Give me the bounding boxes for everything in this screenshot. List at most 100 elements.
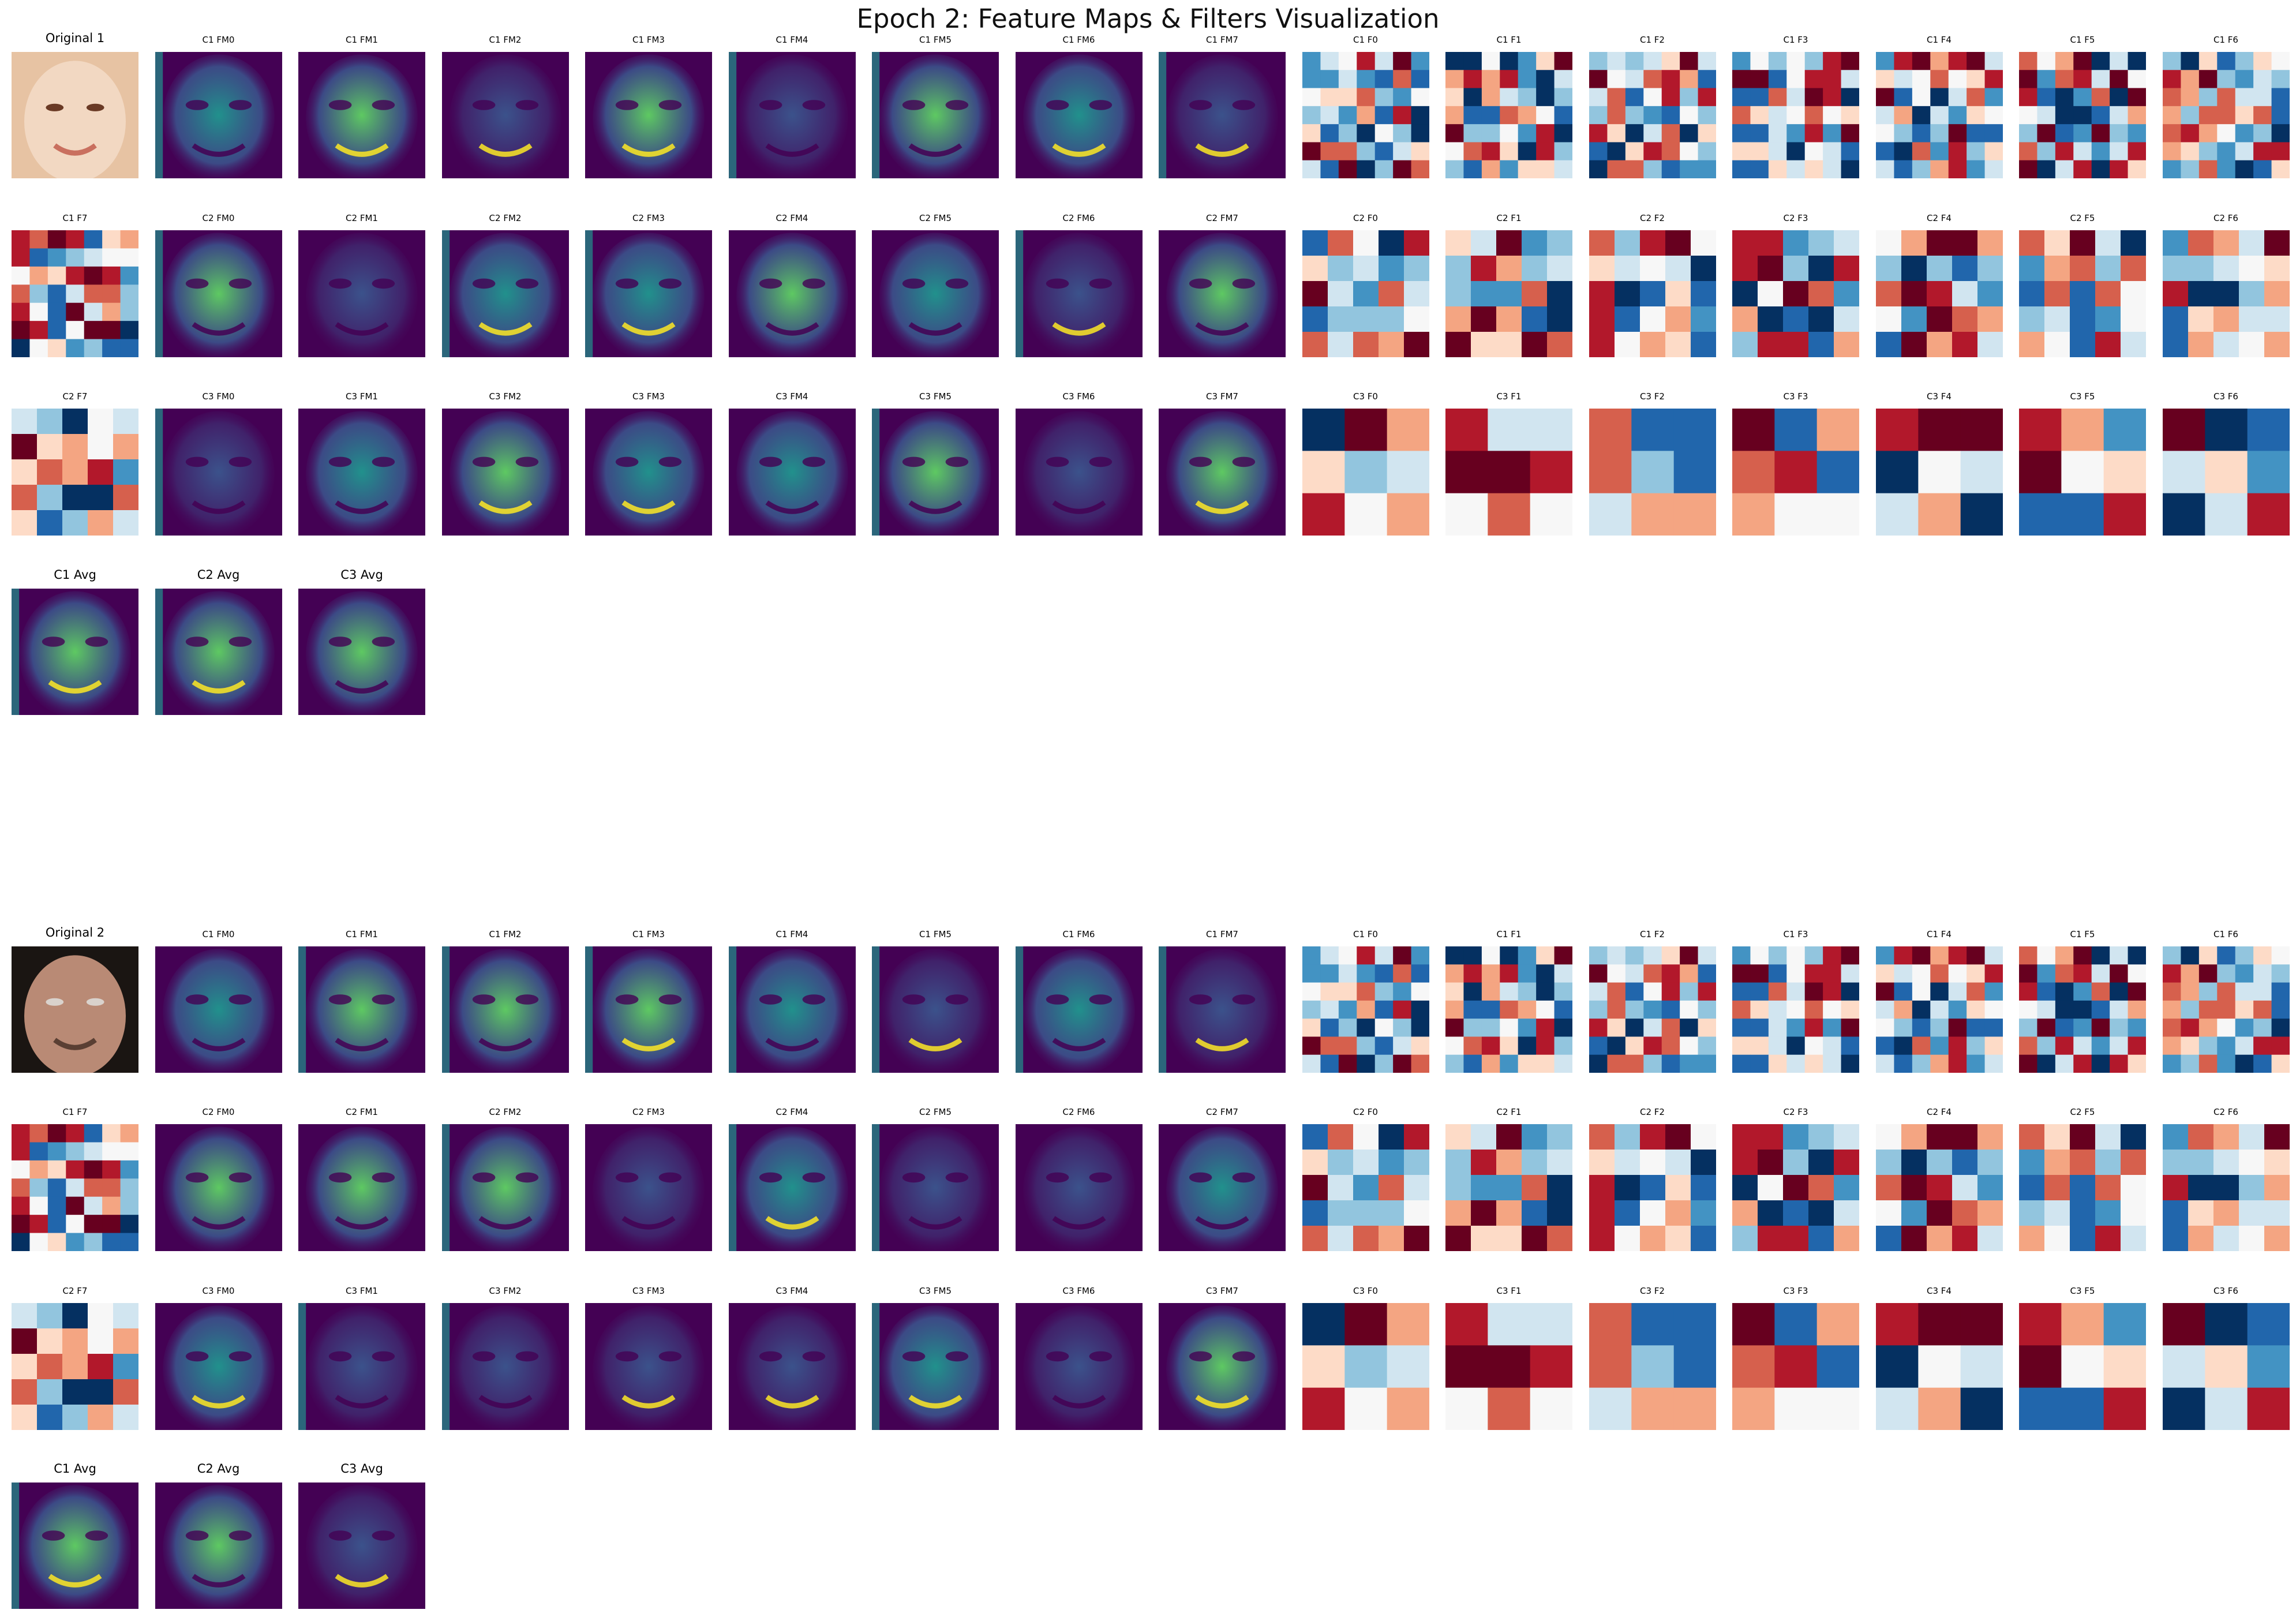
panel-title: Original 1 (45, 31, 105, 45)
panel-image (298, 589, 425, 715)
panel-2-c2-fm3: C2 FM3 (585, 1107, 712, 1251)
panel-title: C1 FM2 (489, 929, 522, 939)
panel-image (441, 230, 569, 357)
panel-image (2162, 1303, 2290, 1430)
panel-image (1015, 409, 1143, 536)
panel-image (1302, 52, 1429, 178)
panel-image (872, 1303, 999, 1430)
panel-image (728, 946, 856, 1073)
panel-1-c2-f6: C2 F6 (2162, 213, 2290, 357)
panel-image (298, 946, 425, 1073)
panel-title: C3 FM6 (1062, 391, 1095, 402)
panel-1-c1-fm0: C1 FM0 (155, 35, 282, 178)
panel-2-c1-f1: C1 F1 (1445, 929, 1572, 1073)
panel-2-c3-f4: C3 F4 (1875, 1286, 2003, 1430)
panel-title: C1 FM0 (202, 35, 235, 45)
panel-title: C2 FM0 (202, 213, 235, 223)
panel-2-c1-f2: C1 F2 (1589, 929, 1716, 1073)
panel-title: C2 F1 (1496, 1107, 1522, 1117)
panel-2-c3-fm1: C3 FM1 (298, 1286, 425, 1430)
panel-image (1159, 1303, 1286, 1430)
panel-title: C2 FM7 (1206, 213, 1238, 223)
panel-2-c3-fm3: C3 FM3 (585, 1286, 712, 1430)
panel-image (1875, 1124, 2003, 1251)
panel-title: C1 FM3 (632, 929, 665, 939)
panel-title: C1 F7 (62, 1107, 88, 1117)
panel-2-c2-f4: C2 F4 (1875, 1107, 2003, 1251)
panel-title: C3 FM1 (346, 1286, 378, 1296)
panel-image (1302, 1124, 1429, 1251)
panel-image (728, 1124, 856, 1251)
panel-title: C1 FM3 (632, 35, 665, 45)
panel-image (155, 1303, 282, 1430)
panel-1-c1-fm4: C1 FM4 (728, 35, 856, 178)
panel-1-c2-fm4: C2 FM4 (728, 213, 856, 357)
panel-1-c3-fm0: C3 FM0 (155, 391, 282, 536)
panel-image (441, 946, 569, 1073)
panel-image (1589, 1303, 1716, 1430)
panel-image (2019, 1124, 2146, 1251)
panel-title: C1 FM5 (919, 35, 952, 45)
panel-2-c3-fm7: C3 FM7 (1159, 1286, 1286, 1430)
panel-image (585, 52, 712, 178)
panel-title: C3 FM7 (1206, 391, 1238, 402)
panel-2-c3-fm6: C3 FM6 (1015, 1286, 1143, 1430)
panel-title: C2 FM5 (919, 1107, 952, 1117)
panel-title: C3 FM5 (919, 391, 952, 402)
panel-image (298, 1303, 425, 1430)
figure-title: Epoch 2: Feature Maps & Filters Visualiz… (856, 3, 1440, 34)
panel-1-c2-fm7: C2 FM7 (1159, 213, 1286, 357)
panel-image (1589, 52, 1716, 178)
panel-1-c1-fm1: C1 FM1 (298, 35, 425, 178)
panel-title: C2 FM3 (632, 1107, 665, 1117)
panel-image (2019, 1303, 2146, 1430)
panel-1-c1-f5: C1 F5 (2019, 35, 2146, 178)
panel-image (1732, 52, 1859, 178)
panel-1-c3-fm6: C3 FM6 (1015, 391, 1143, 536)
panel-2-original-2: Original 2 (12, 926, 138, 1073)
panel-1-c2-f7: C2 F7 (12, 391, 138, 536)
panel-image (1875, 230, 2003, 357)
panel-image (1732, 946, 1859, 1073)
panel-2-c3-f6: C3 F6 (2162, 1286, 2290, 1430)
panel-title: C1 F7 (62, 213, 88, 223)
panel-image (1445, 946, 1572, 1073)
panel-title: C2 F2 (1640, 213, 1665, 223)
panel-image (2019, 230, 2146, 357)
panel-2-c1-fm7: C1 FM7 (1159, 929, 1286, 1073)
panel-image (298, 409, 425, 536)
panel-2-c2-f1: C2 F1 (1445, 1107, 1572, 1251)
panel-title: C3 F2 (1640, 1286, 1665, 1296)
panel-1-c3-fm4: C3 FM4 (728, 391, 856, 536)
panel-title: C1 FM2 (489, 35, 522, 45)
panel-image (12, 1303, 138, 1430)
panel-title: C3 FM3 (632, 391, 665, 402)
panel-title: C1 F1 (1496, 35, 1522, 45)
panel-title: C1 F4 (1927, 35, 1952, 45)
panel-title: C3 FM3 (632, 1286, 665, 1296)
panel-2-c3-f0: C3 F0 (1302, 1286, 1429, 1430)
panel-image (298, 1124, 425, 1251)
panel-title: C3 FM6 (1062, 1286, 1095, 1296)
panel-image (2019, 52, 2146, 178)
panel-1-c1-f4: C1 F4 (1875, 35, 2003, 178)
panel-1-c2-f0: C2 F0 (1302, 213, 1429, 357)
panel-title: C1 FM4 (776, 35, 808, 45)
panel-2-c3-f2: C3 F2 (1589, 1286, 1716, 1430)
panel-title: C3 Avg (340, 1462, 383, 1476)
panel-2-c2-fm5: C2 FM5 (872, 1107, 999, 1251)
panel-title: C2 FM4 (776, 1107, 808, 1117)
panel-title: C3 FM0 (202, 1286, 235, 1296)
panel-2-c2-f2: C2 F2 (1589, 1107, 1716, 1251)
panel-2-c2-fm1: C2 FM1 (298, 1107, 425, 1251)
panel-image (12, 589, 138, 715)
panel-image (1445, 1303, 1572, 1430)
panel-image (298, 52, 425, 178)
panel-image (441, 1124, 569, 1251)
panel-2-c2-fm0: C2 FM0 (155, 1107, 282, 1251)
panel-image (1015, 946, 1143, 1073)
panel-title: C3 FM2 (489, 391, 522, 402)
panel-image (1589, 1124, 1716, 1251)
panel-title: C3 F1 (1496, 1286, 1522, 1296)
panel-image (12, 1124, 138, 1251)
